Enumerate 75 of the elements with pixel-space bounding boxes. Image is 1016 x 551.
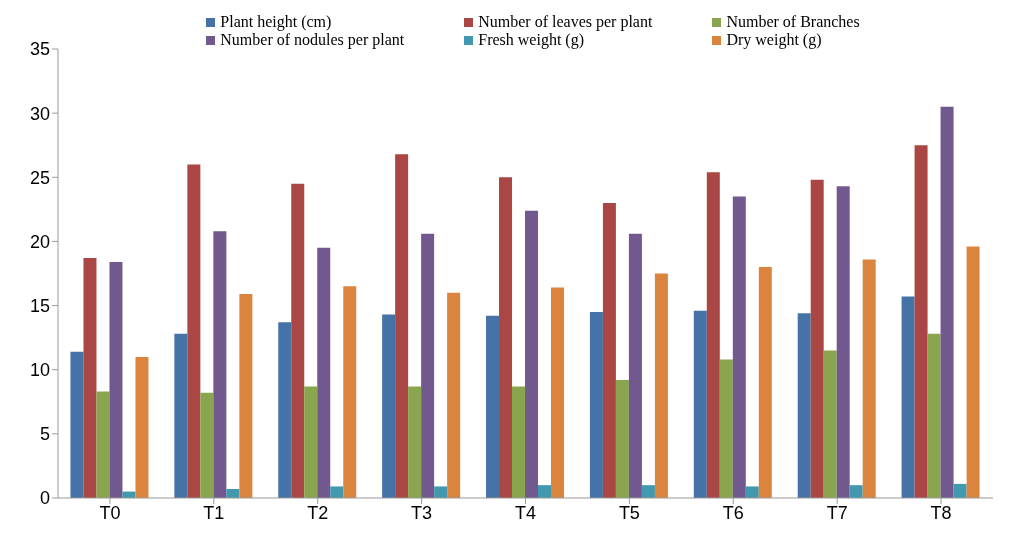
bar xyxy=(434,486,448,498)
bar xyxy=(408,386,422,498)
x-tick-label: T1 xyxy=(203,502,225,523)
bar xyxy=(486,315,500,498)
bar xyxy=(745,486,759,498)
bar xyxy=(83,258,97,498)
legend-label: Fresh weight (g) xyxy=(478,31,585,49)
y-tick-label: 5 xyxy=(39,424,50,445)
y-tick-label: 20 xyxy=(29,231,50,252)
y-tick-label: 35 xyxy=(29,39,50,60)
x-tick-label: T2 xyxy=(307,502,329,523)
legend-label: Number of nodules per plant xyxy=(220,31,405,49)
bar xyxy=(525,210,539,498)
bar xyxy=(187,164,201,498)
bar xyxy=(953,483,967,498)
bar xyxy=(940,106,954,498)
bar xyxy=(901,296,915,498)
bar xyxy=(200,392,214,498)
bar xyxy=(862,259,876,498)
bar xyxy=(758,267,772,498)
bar xyxy=(135,356,149,498)
x-tick-label: T5 xyxy=(618,502,640,523)
bar xyxy=(330,486,344,498)
y-tick-label: 15 xyxy=(29,295,50,316)
x-tick-label: T0 xyxy=(99,502,121,523)
legend-label: Plant height (cm) xyxy=(220,13,332,31)
bar xyxy=(927,333,941,498)
bar xyxy=(239,294,253,498)
bar xyxy=(213,231,227,498)
bar xyxy=(304,386,318,498)
bar xyxy=(551,287,565,498)
bar xyxy=(914,145,928,498)
x-tick-label: T4 xyxy=(514,502,537,523)
bar xyxy=(382,314,396,498)
bar xyxy=(317,247,331,498)
bar xyxy=(628,233,642,498)
x-tick-label: T8 xyxy=(930,502,952,523)
bar xyxy=(538,485,552,498)
bar xyxy=(810,179,824,498)
bar xyxy=(797,313,811,498)
x-tick-label: T3 xyxy=(411,502,433,523)
bar xyxy=(421,233,435,498)
bar xyxy=(174,333,188,498)
bar xyxy=(395,154,409,498)
bar xyxy=(96,391,110,498)
bar xyxy=(641,485,655,498)
bar xyxy=(291,183,305,498)
bar xyxy=(602,202,616,498)
x-tick-label: T6 xyxy=(722,502,744,523)
bar xyxy=(719,359,733,498)
bar xyxy=(589,311,603,498)
bar xyxy=(70,351,84,498)
legend-label: Dry weight (g) xyxy=(726,31,822,49)
y-tick-label: 25 xyxy=(29,167,50,188)
bar xyxy=(109,261,123,498)
bar xyxy=(654,273,668,498)
y-tick-label: 10 xyxy=(29,360,50,381)
bar xyxy=(823,350,837,498)
bar xyxy=(615,379,629,498)
bar xyxy=(706,172,720,498)
bar xyxy=(732,196,746,498)
y-tick-label: 0 xyxy=(39,488,50,509)
bar xyxy=(693,310,707,498)
bar xyxy=(966,246,980,498)
bar xyxy=(499,177,513,498)
bar xyxy=(447,292,461,498)
bar xyxy=(849,485,863,498)
bar xyxy=(343,286,357,498)
bar xyxy=(836,186,850,498)
bar xyxy=(278,322,292,498)
bar xyxy=(512,386,526,498)
legend-label: Number of leaves per plant xyxy=(478,13,653,31)
y-tick-label: 30 xyxy=(29,103,50,124)
x-tick-label: T7 xyxy=(826,502,848,523)
legend-label: Number of Branches xyxy=(726,13,860,31)
